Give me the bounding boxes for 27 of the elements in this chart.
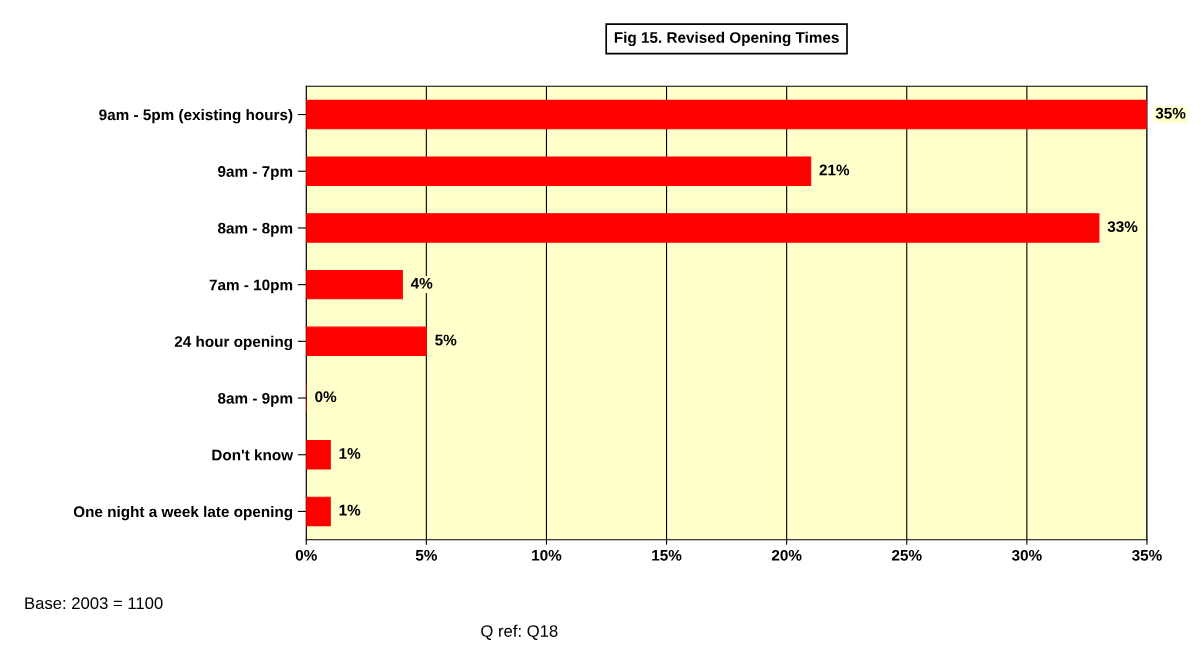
chart-title: Fig 15. Revised Opening Times [614,31,839,47]
data-label: 1% [339,448,361,459]
text: Q ref: Q18 [481,624,558,640]
x-tick-label: 10% [532,549,562,561]
data-label: 5% [435,334,457,346]
y-tick-label: Don't know [212,449,294,461]
y-tick-label: 9am - 7pm [218,166,293,180]
x-tick-label: 20% [771,549,802,561]
y-tick-label: 8am - 9pm [217,392,293,407]
x-tick-label: 25% [892,549,922,561]
y-tick-label: One night a week late opening [73,505,293,521]
data-label: 0% [315,391,337,403]
x-tick-label: 0% [295,549,317,561]
x-tick-label: 5% [415,549,437,561]
x-tick-label: 15% [652,549,682,561]
data-label: 35% [1155,107,1186,119]
data-label: 21% [819,164,850,176]
y-tick-label: 8am - 8pm [217,222,293,237]
data-label: 1% [339,504,361,516]
data-label: 33% [1107,221,1138,233]
y-tick-label: 24 hour opening [174,335,293,351]
x-tick-label: 30% [1011,549,1042,561]
y-tick-label: 9am - 5pm (existing hours) [99,109,293,124]
text: Base: 2003 = 1100 [25,597,163,610]
x-tick-label: 35% [1132,549,1162,561]
y-tick-label: 7am - 10pm [209,279,293,294]
data-label: 4% [410,277,433,289]
